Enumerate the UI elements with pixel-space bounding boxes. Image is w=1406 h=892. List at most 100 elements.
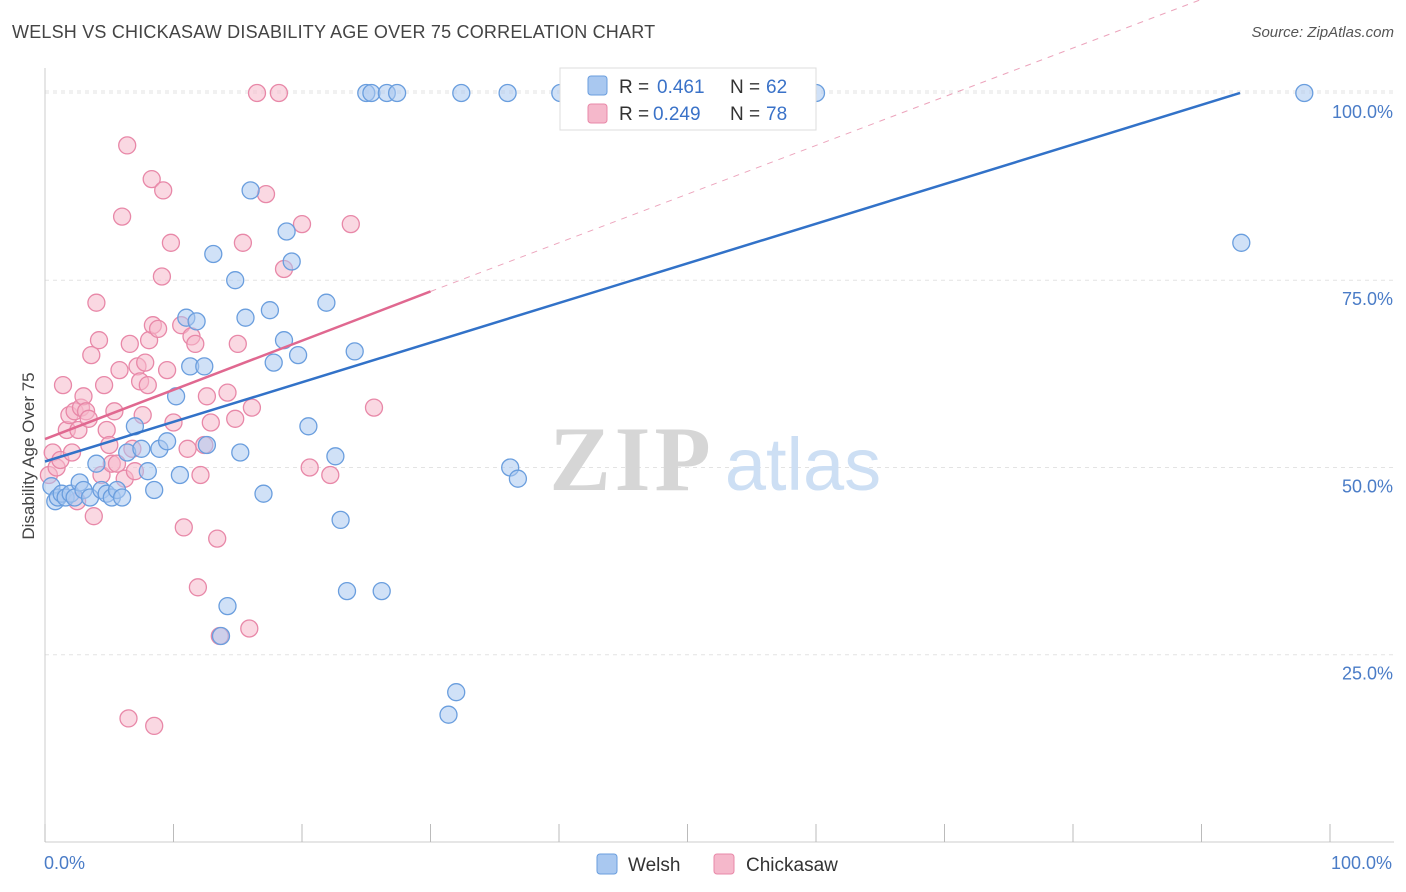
welsh-point-36: [241, 181, 260, 200]
chickasaw-point-27: [112, 207, 132, 226]
welsh-point-47: [331, 510, 350, 530]
chickasaw-point-46: [157, 360, 177, 380]
welsh-point-19: [138, 462, 157, 481]
welsh-points: [42, 83, 1314, 724]
welsh-point-58: [498, 83, 517, 103]
chickasaw-point-45: [154, 181, 173, 200]
chickasaw-point-73: [321, 465, 340, 485]
legend-chickasaw-n-value: 78: [766, 104, 787, 125]
welsh-point-60: [508, 469, 528, 488]
welsh-point-41: [277, 222, 296, 241]
welsh-point-35: [236, 308, 255, 327]
chickasaw-point-38: [138, 375, 157, 395]
chickasaw-point-47: [161, 233, 181, 252]
welsh-point-15: [112, 488, 132, 507]
chickasaw-point-31: [120, 334, 139, 354]
chickasaw-point-63: [228, 334, 247, 354]
chickasaw-point-54: [188, 578, 208, 597]
chickasaw-point-58: [201, 413, 220, 432]
chickasaw-point-20: [94, 375, 114, 395]
welsh-point-44: [299, 417, 318, 436]
chickasaw-point-65: [240, 619, 259, 638]
welsh-point-46: [326, 447, 345, 466]
chickasaw-point-15: [82, 345, 101, 365]
chickasaw-point-55: [191, 465, 210, 485]
watermark: ZIP atlas: [549, 408, 881, 510]
y-tick-label-3: 100.0%: [1332, 102, 1393, 122]
chart-source: Source: ZipAtlas.com: [1251, 24, 1394, 41]
y-tick-label-2: 75.0%: [1342, 289, 1393, 309]
welsh-point-66: [1295, 83, 1314, 103]
y-tick-label-0: 25.0%: [1342, 664, 1393, 684]
legend-welsh-r-label: R =: [619, 77, 649, 98]
legend-chickasaw-r-value: 0.249: [653, 104, 701, 125]
watermark-zip: ZIP: [549, 408, 714, 510]
welsh-point-28: [195, 357, 214, 376]
chickasaw-point-16: [84, 507, 103, 526]
bottom-legend-swatch-chickasaw: [713, 853, 735, 875]
chickasaw-point-17: [87, 293, 106, 312]
chickasaw-point-43: [148, 319, 168, 339]
chickasaw-point-40: [142, 169, 161, 189]
welsh-point-42: [282, 252, 301, 271]
chickasaw-point-68: [256, 184, 276, 204]
chickasaw-point-69: [269, 83, 289, 103]
welsh-point-30: [204, 244, 223, 264]
chickasaw-point-26: [110, 360, 129, 380]
stats-legend: R = 0.461 N = 62 R = 0.249 N = 78: [559, 67, 817, 131]
chickasaw-point-51: [178, 439, 197, 458]
chickasaw-trend-line: [44, 290, 431, 441]
chickasaw-point-21: [97, 420, 116, 440]
welsh-point-37: [254, 484, 273, 503]
bottom-legend-chickasaw: Chickasaw: [746, 855, 838, 876]
chickasaw-point-62: [226, 409, 245, 428]
chickasaw-point-53: [186, 334, 205, 354]
chickasaw-point-18: [89, 331, 109, 350]
welsh-point-20: [145, 480, 164, 500]
legend-welsh-n-value: 62: [766, 77, 787, 98]
chickasaw-point-74: [341, 214, 360, 234]
welsh-point-65: [1232, 233, 1251, 252]
trend-lines: [44, 0, 1241, 463]
welsh-point-32: [218, 596, 237, 616]
legend-chickasaw-r-label: R =: [619, 104, 649, 125]
welsh-point-56: [447, 683, 466, 702]
chickasaw-point-66: [242, 398, 262, 417]
legend-welsh-n-label: N =: [730, 77, 760, 98]
welsh-point-38: [260, 301, 280, 320]
y-tick-labels: 25.0% 50.0% 75.0% 100.0%: [1332, 102, 1393, 684]
welsh-point-10: [87, 454, 106, 473]
legend-chickasaw-n-label: N =: [730, 104, 760, 125]
welsh-point-31: [211, 626, 231, 646]
welsh-point-24: [170, 465, 190, 485]
welsh-point-54: [387, 83, 407, 103]
chickasaw-point-44: [152, 267, 172, 286]
welsh-trend-line: [44, 91, 1241, 463]
welsh-point-45: [317, 293, 336, 312]
chickasaw-point-42: [145, 716, 164, 736]
chickasaw-trend-extension: [430, 0, 1202, 292]
chickasaw-point-64: [233, 233, 253, 252]
y-tick-label-1: 50.0%: [1342, 476, 1393, 496]
bottom-legend-swatch-welsh: [596, 853, 618, 875]
welsh-point-33: [226, 271, 245, 290]
welsh-point-34: [231, 443, 250, 462]
welsh-point-22: [157, 432, 177, 451]
welsh-point-51: [362, 83, 381, 103]
welsh-point-57: [452, 83, 471, 103]
welsh-point-48: [337, 581, 357, 601]
chickasaw-point-37: [136, 353, 155, 372]
chickasaw-point-72: [300, 458, 319, 477]
chickasaw-point-75: [364, 398, 384, 417]
welsh-point-18: [132, 439, 151, 458]
chart-title: WELSH VS CHICKASAW DISABILITY AGE OVER 7…: [12, 22, 656, 42]
chickasaw-point-29: [118, 136, 137, 155]
chickasaw-point-57: [197, 387, 217, 406]
bottom-legend-welsh: Welsh: [628, 855, 680, 876]
chickasaw-point-50: [174, 518, 193, 537]
welsh-point-27: [187, 312, 206, 331]
welsh-point-29: [197, 435, 217, 455]
chickasaw-point-59: [208, 529, 227, 548]
legend-swatch-chickasaw: [587, 103, 608, 124]
